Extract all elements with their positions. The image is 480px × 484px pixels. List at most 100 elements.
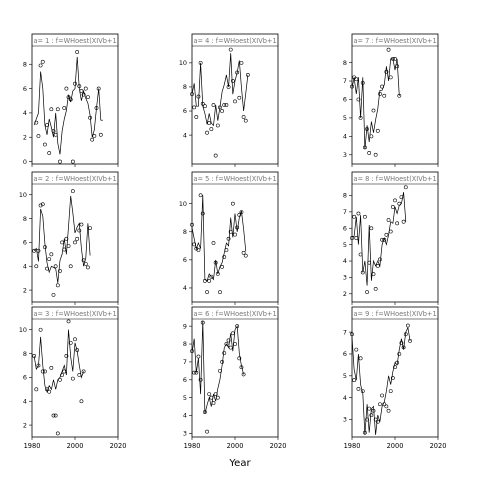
panel-4-point-14 — [60, 240, 65, 245]
panel-4-point-19 — [70, 189, 75, 194]
panel-2-point-8 — [205, 130, 209, 135]
panel-5-ytick-label-4: 4 — [183, 284, 187, 292]
panel-5-point-9 — [207, 279, 212, 283]
panel-3-point-1 — [350, 84, 354, 89]
panel-6-point-22 — [395, 221, 400, 226]
panel-3-point-10 — [369, 134, 374, 139]
panel-7-point-10 — [51, 413, 56, 418]
panel-3-point-22 — [395, 64, 400, 69]
panel-2-point-14 — [218, 105, 222, 110]
panel-8-point-13 — [215, 395, 220, 400]
panel-8-ytick-label-6: 6 — [183, 376, 187, 384]
panel-8-point-7 — [202, 410, 207, 414]
panel-8-ytick-label-4: 4 — [183, 412, 187, 420]
panel-3-point-7 — [362, 145, 367, 150]
panel-1-point-18 — [73, 81, 77, 86]
panel-9-ytick-label-5: 5 — [343, 372, 347, 380]
panel-8-point-2 — [192, 370, 197, 375]
panel-4-point-24 — [81, 258, 86, 263]
panel-7-point-21 — [75, 348, 80, 352]
panel-1-ytick-label-2: 2 — [23, 133, 27, 141]
panel-9-point-16 — [382, 402, 387, 407]
panel-2-point-22 — [235, 70, 240, 75]
panel-7-point-7 — [45, 387, 49, 392]
panel-1-fit-line — [33, 56, 103, 155]
panel-8-point-23 — [237, 356, 242, 361]
panel-8-point-1 — [190, 349, 194, 354]
panel-9-point-7 — [362, 430, 367, 435]
panel-1-ytick-label-6: 6 — [23, 85, 27, 93]
panel-9-point-2 — [352, 378, 357, 383]
panel-5-point-19 — [228, 229, 233, 234]
panel-9-point-25 — [401, 345, 406, 350]
panel-3-point-15 — [380, 84, 385, 89]
panel-6-point-14 — [378, 257, 382, 262]
panel-4-point-9 — [49, 252, 54, 257]
panel-2-point-5 — [198, 60, 203, 65]
panel-5-strip-label: a= 5 : f=WHoest(XIVb+1 — [194, 175, 277, 183]
panel-1-point-26 — [90, 137, 95, 142]
panel-7-point-18 — [68, 340, 73, 345]
panel-8-point-25 — [241, 372, 246, 377]
panel-7-ytick-label-4: 4 — [23, 397, 27, 405]
panel-2-point-10 — [209, 127, 214, 131]
panel-1-point-19 — [75, 50, 80, 54]
panel-5-fit-line — [191, 195, 247, 282]
panel-4-point-4 — [38, 203, 43, 208]
panel-8-point-4 — [196, 354, 201, 359]
panel-7-strip-label: a= 3 : f=WHoest(XIVb+1 — [34, 310, 117, 318]
panel-1-point-28 — [94, 106, 99, 110]
panel-8-point-12 — [213, 392, 218, 396]
panel-9-point-6 — [360, 389, 365, 394]
panel-8-ytick-label-8: 8 — [183, 340, 187, 348]
panel-7-point-14 — [60, 373, 65, 377]
panel-5-point-16 — [222, 255, 227, 259]
panel-3-point-5 — [358, 116, 363, 120]
panel-6-ytick-label-6: 6 — [343, 224, 347, 232]
panel-6-point-20 — [390, 205, 395, 209]
panel-9-ytick-label-6: 6 — [343, 350, 347, 358]
panel-9-xtick-label-2000: 2000 — [387, 442, 404, 450]
panel-7-point-6 — [43, 369, 47, 374]
panel-3-point-3 — [354, 77, 359, 82]
panel-7-point-5 — [40, 369, 45, 374]
panel-5-point-20 — [230, 201, 235, 206]
panel-2-frame — [191, 33, 279, 165]
panel-9-point-4 — [356, 387, 361, 391]
panel-4-point-10 — [51, 292, 56, 297]
panel-6-point-18 — [386, 218, 391, 222]
panel-1-point-8 — [49, 107, 54, 112]
panel-5-point-17 — [224, 248, 229, 252]
panel-6-point-2 — [352, 214, 357, 219]
panel-5-point-7 — [202, 279, 207, 283]
panel-5-point-10 — [209, 274, 214, 279]
panel-8-point-14 — [218, 368, 222, 373]
panel-3-ytick-label-4: 4 — [343, 133, 347, 141]
panel-9-point-9 — [367, 406, 372, 411]
panel-9-point-21 — [393, 365, 397, 369]
panel-6-point-26 — [403, 185, 408, 190]
panel-7-point-3 — [36, 363, 41, 368]
panel-6-point-10 — [369, 226, 374, 231]
panel-5-point-22 — [235, 225, 240, 230]
panel-8-point-6 — [200, 320, 205, 325]
panel-2-ytick-label-4: 4 — [183, 131, 187, 139]
panel-8-point-3 — [194, 370, 199, 375]
panel-8-xtick-label-1980: 1980 — [184, 442, 201, 450]
panel-6-point-4 — [356, 211, 361, 216]
panel-4-ytick-label-2: 2 — [23, 286, 27, 294]
panel-7-ytick-label-10: 10 — [19, 326, 27, 334]
panel-2-point-16 — [222, 103, 227, 107]
panel-9-ytick-label-7: 7 — [343, 328, 347, 336]
panel-7-ytick-label-2: 2 — [23, 421, 27, 429]
panel-6-point-6 — [360, 270, 365, 275]
panel-8-point-10 — [209, 395, 214, 400]
panel-2-point-3 — [194, 115, 199, 119]
panel-9-xtick-label-2020: 2020 — [430, 442, 447, 450]
panel-2-point-19 — [228, 47, 233, 52]
panel-7-point-1 — [32, 354, 37, 358]
panel-8-frame — [191, 306, 279, 438]
panel-3-ytick-label-3: 3 — [343, 151, 347, 159]
panel-4-point-27 — [88, 226, 92, 231]
panel-6-point-1 — [350, 236, 354, 240]
